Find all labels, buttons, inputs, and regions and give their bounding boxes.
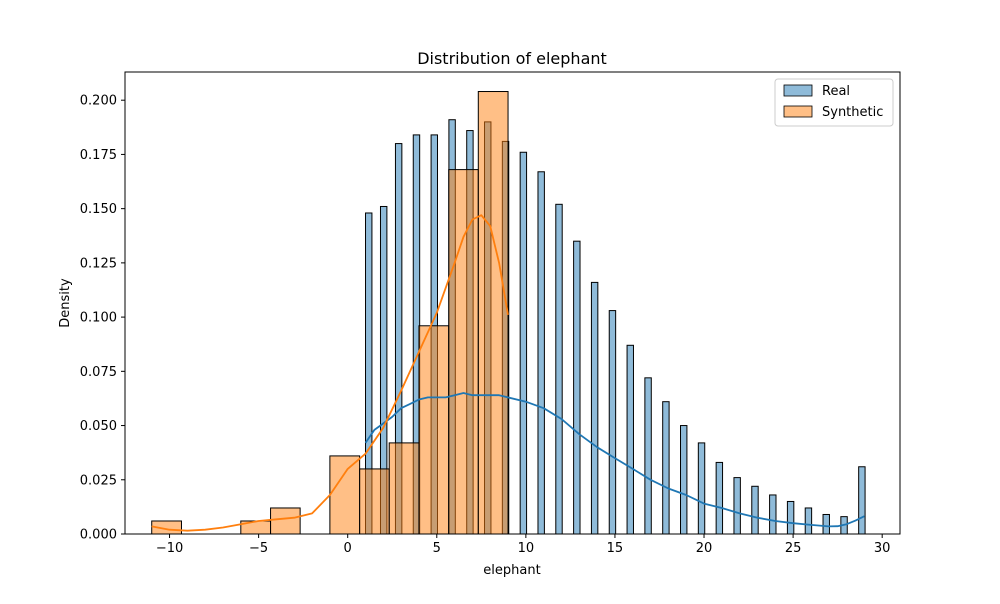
x-tick-label: 25: [785, 541, 802, 556]
synthetic-bar-3: [329, 455, 361, 535]
y-tick-label: 0.100: [80, 311, 117, 326]
x-tick-label: 0: [344, 541, 352, 556]
real-bar-13: [590, 281, 599, 535]
legend-swatch-synthetic: [783, 105, 813, 118]
legend-label-real: Real: [822, 84, 850, 99]
x-axis-ticks: −10 −5 0 5 10 15 20 25 30: [156, 534, 891, 556]
synthetic-bars-group: [151, 91, 509, 535]
y-axis-ticks: 0.000 0.025 0.050 0.075 0.100 0.125 0.150 0.175…: [80, 94, 125, 543]
real-bar-24: [786, 500, 795, 535]
y-tick-label: 0.200: [80, 94, 117, 109]
synthetic-bar-5: [388, 442, 420, 535]
y-axis-label: Density: [58, 278, 73, 328]
synthetic-bar-8: [477, 91, 509, 535]
y-tick-label: 0.050: [80, 419, 117, 434]
chart-title: Distribution of elephant: [417, 49, 607, 68]
real-bar-19: [697, 442, 706, 535]
real-bar-20: [715, 461, 724, 535]
real-bar-15: [626, 344, 634, 535]
y-tick-label: 0.150: [80, 202, 117, 217]
y-tick-label: 0.125: [80, 256, 117, 271]
real-bar-16: [644, 377, 652, 535]
x-axis-label: elephant: [483, 563, 540, 578]
real-bar-22: [751, 485, 759, 535]
y-tick-label: 0.175: [80, 148, 117, 163]
kde-lines-group: [151, 214, 865, 532]
real-bar-18: [680, 425, 688, 535]
real-bar-23: [769, 494, 777, 535]
synthetic-bar-6: [418, 325, 450, 535]
real-bar-26: [822, 513, 830, 535]
real-bar-25: [804, 507, 813, 535]
real-bar-12: [573, 240, 581, 535]
legend-label-synthetic: Synthetic: [822, 105, 883, 120]
y-tick-label: 0.000: [80, 528, 117, 543]
plot-frame: [124, 71, 901, 535]
real-kde-line: [364, 392, 865, 528]
real-bar-9: [519, 151, 528, 535]
synthetic-bar-4: [359, 468, 390, 535]
y-tick-label: 0.025: [80, 473, 117, 488]
x-tick-label: −5: [249, 541, 268, 556]
real-bar-28: [858, 466, 866, 535]
legend-swatch-real: [783, 84, 813, 97]
x-tick-label: 15: [607, 541, 624, 556]
real-bar-11: [555, 203, 563, 535]
synthetic-bar-7: [448, 169, 479, 535]
y-tick-label: 0.075: [80, 365, 117, 380]
real-bar-17: [662, 401, 670, 535]
real-bar-14: [608, 310, 617, 535]
x-tick-label: 20: [696, 541, 713, 556]
real-bar-10: [537, 171, 545, 535]
x-tick-label: 30: [874, 541, 891, 556]
x-tick-label: 5: [433, 541, 441, 556]
synthetic-kde-line: [151, 214, 509, 532]
synthetic-bar-2: [270, 507, 301, 535]
real-bar-21: [733, 477, 741, 535]
x-tick-label: −10: [156, 541, 183, 556]
legend: Real Synthetic: [774, 78, 894, 127]
x-tick-label: 10: [518, 541, 535, 556]
